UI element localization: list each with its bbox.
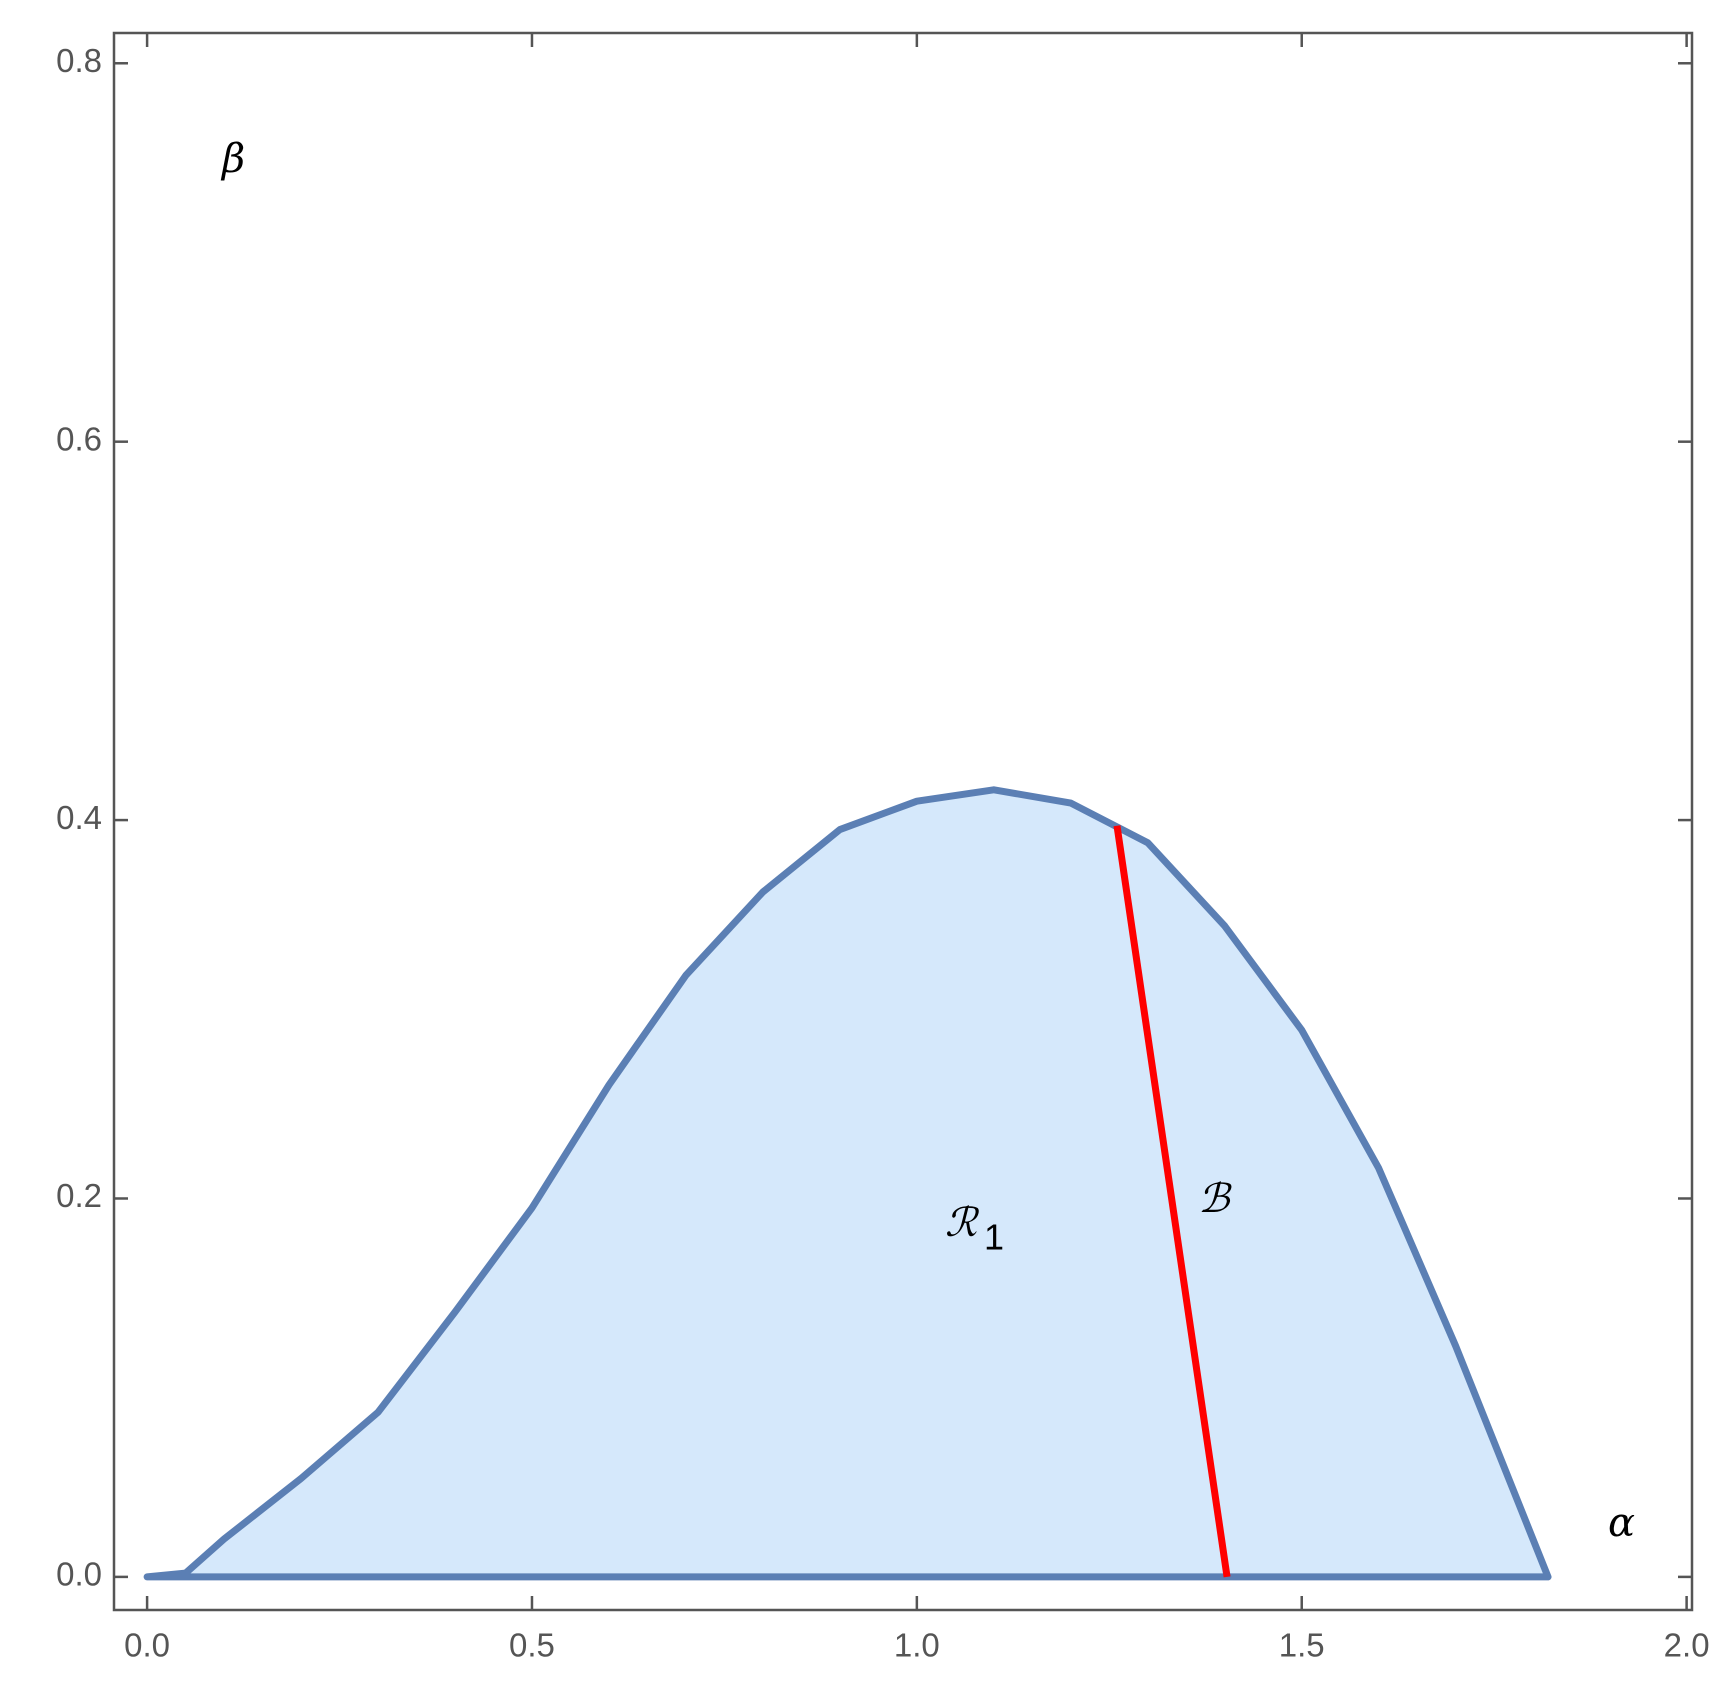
y-tick-label: 0.6 (56, 420, 102, 457)
x-tick-label: 1.0 (894, 1627, 940, 1664)
y-tick-label: 0.4 (56, 799, 102, 836)
y-tick-label: 0.2 (56, 1177, 102, 1214)
frame (112, 31, 1694, 1612)
y-tick-label: 0.8 (56, 42, 102, 79)
boundary-label: ℬ (1198, 1176, 1232, 1222)
region-label: ℛ (945, 1200, 980, 1246)
beta-label: β (220, 136, 245, 182)
y-tick-label: 0.0 (56, 1556, 102, 1593)
boundary-line (1113, 825, 1231, 1578)
alpha-label: α (1608, 1500, 1635, 1546)
x-tick-label: 0.0 (124, 1627, 170, 1664)
x-tick-label: 1.5 (1279, 1627, 1325, 1664)
region-area (143, 786, 1552, 1581)
region-subscript: 1 (984, 1217, 1004, 1258)
x-tick-label: 2.0 (1664, 1627, 1710, 1664)
x-tick-label: 0.5 (509, 1627, 555, 1664)
